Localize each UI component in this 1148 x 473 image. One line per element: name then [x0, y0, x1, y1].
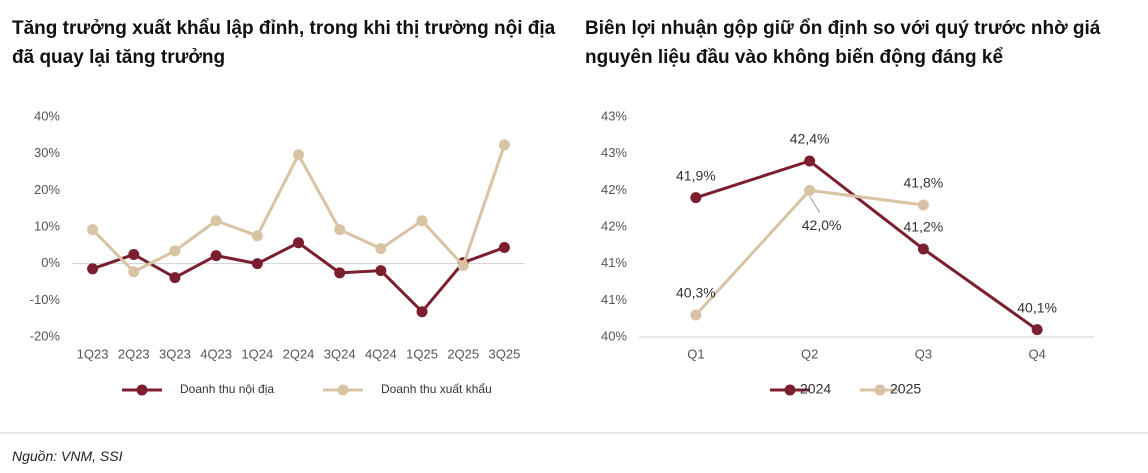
series-line — [91, 144, 506, 274]
point — [128, 249, 140, 260]
chart-title: Biên lợi nhuận gộp giữ ổn định so với qu… — [585, 18, 1101, 68]
point — [169, 245, 181, 257]
legend-label: 2025 — [890, 381, 921, 397]
x-tick-label: 2Q23 — [118, 346, 150, 361]
legend-label: Doanh thu xuất khẩu — [381, 382, 492, 396]
point — [210, 215, 222, 227]
chart-title: Tăng trưởng xuất khẩu lập đỉnh, trong kh… — [12, 18, 556, 68]
point — [416, 215, 428, 227]
data-label: 40,1% — [1017, 299, 1057, 315]
point — [169, 272, 181, 284]
y-tick-label: 43% — [601, 145, 627, 160]
y-tick-label: 20% — [34, 182, 60, 197]
x-tick-label: Q2 — [801, 346, 818, 361]
x-tick-label: 2Q25 — [447, 346, 479, 361]
y-tick-label: 40% — [601, 328, 627, 343]
point — [917, 199, 929, 211]
y-tick-label: -20% — [30, 328, 61, 343]
point — [690, 192, 702, 204]
y-tick-label: 42% — [601, 218, 627, 233]
point — [498, 139, 510, 151]
y-tick-label: 30% — [34, 145, 60, 160]
point — [87, 263, 99, 275]
point — [334, 267, 346, 279]
x-tick-label: 1Q23 — [77, 346, 109, 361]
y-tick-label: 40% — [34, 108, 60, 123]
x-tick-label: 3Q25 — [489, 346, 521, 361]
point — [416, 306, 428, 318]
data-label: 41,2% — [904, 219, 944, 235]
point — [375, 265, 387, 277]
legend-marker — [874, 384, 886, 396]
series-line — [694, 188, 924, 317]
data-label: 41,8% — [904, 175, 944, 191]
y-tick-label: 43% — [601, 108, 627, 123]
legend-marker — [337, 384, 349, 396]
y-tick-label: 41% — [601, 292, 627, 307]
data-label: 41,9% — [676, 167, 716, 183]
y-tick-label: -10% — [30, 292, 61, 307]
point — [210, 250, 222, 262]
x-tick-label: 1Q24 — [241, 346, 273, 361]
legend-marker — [784, 384, 796, 396]
point — [690, 309, 702, 321]
series-line — [695, 159, 1038, 331]
x-tick-label: 4Q23 — [200, 346, 232, 361]
point — [804, 155, 816, 167]
point — [293, 149, 304, 161]
y-tick-label: 0% — [41, 255, 60, 270]
point — [87, 224, 99, 236]
point — [334, 224, 346, 236]
y-tick-label: 41% — [601, 255, 627, 270]
leader-line — [809, 196, 821, 213]
x-tick-label: 4Q24 — [365, 346, 397, 361]
point — [917, 243, 929, 255]
y-tick-label: 10% — [34, 218, 60, 233]
point — [128, 266, 140, 278]
series-line — [92, 241, 505, 314]
point — [804, 184, 816, 196]
data-label: 42,4% — [790, 131, 830, 147]
x-tick-label: 2Q24 — [283, 346, 315, 361]
x-tick-label: Q1 — [687, 346, 704, 361]
x-tick-label: 3Q23 — [159, 346, 191, 361]
legend-marker — [136, 384, 148, 396]
point — [375, 243, 387, 255]
point — [498, 242, 510, 254]
data-label: 42,0% — [802, 217, 842, 233]
point — [1031, 324, 1043, 336]
source: Nguồn: VNM, SSI — [12, 448, 123, 464]
legend-label: 2024 — [800, 381, 831, 397]
y-tick-label: 42% — [601, 182, 627, 197]
x-tick-label: Q4 — [1028, 346, 1045, 361]
x-tick-label: Q3 — [915, 346, 932, 361]
point — [457, 260, 469, 271]
x-tick-label: 3Q24 — [324, 346, 356, 361]
point — [251, 230, 263, 242]
x-tick-label: 1Q25 — [406, 346, 438, 361]
point — [251, 258, 263, 270]
point — [293, 237, 304, 249]
data-label: 40,3% — [676, 285, 716, 301]
legend-label: Doanh thu nội địa — [180, 382, 274, 396]
